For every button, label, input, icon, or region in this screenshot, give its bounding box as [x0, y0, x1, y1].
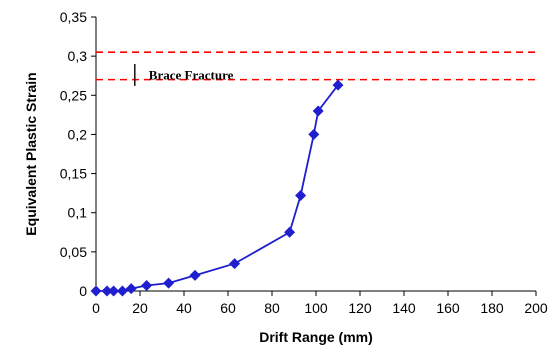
- data-point: [312, 105, 324, 117]
- data-point: [308, 128, 320, 140]
- x-axis-title: Drift Range (mm): [259, 329, 373, 345]
- x-tick-label: 140: [392, 300, 416, 316]
- y-tick-label: 0,05: [60, 244, 87, 260]
- annotation-brace-fracture: Brace Fracture: [149, 68, 234, 83]
- y-tick-label: 0,35: [60, 9, 87, 25]
- data-point: [108, 285, 120, 297]
- data-point: [284, 226, 296, 238]
- x-tick-label: 160: [436, 300, 460, 316]
- data-point: [101, 285, 113, 297]
- x-tick-label: 180: [480, 300, 504, 316]
- data-point: [141, 280, 153, 292]
- y-tick-label: 0,1: [68, 205, 88, 221]
- data-point: [116, 285, 128, 297]
- y-axis-ticks: 0 0,05 0,1 0,15 0,2 0,25 0,3 0,35: [60, 9, 96, 299]
- data-point: [163, 277, 175, 289]
- x-tick-label: 20: [132, 300, 148, 316]
- x-tick-label: 100: [304, 300, 328, 316]
- y-tick-label: 0,25: [60, 87, 87, 103]
- x-tick-label: 60: [220, 300, 236, 316]
- y-tick-label: 0,2: [68, 126, 88, 142]
- y-tick-label: 0,15: [60, 166, 87, 182]
- y-tick-label: 0,3: [68, 48, 88, 64]
- x-axis-ticks: 0 20 40 60 80 100 120 140 160 180 200: [92, 291, 548, 316]
- annotations: Brace Fracture: [134, 63, 234, 86]
- x-tick-label: 0: [92, 300, 100, 316]
- x-tick-label: 80: [264, 300, 280, 316]
- y-tick-label: 0: [79, 283, 87, 299]
- x-tick-label: 120: [348, 300, 372, 316]
- reference-lines: [96, 51, 536, 81]
- data-point: [229, 258, 241, 270]
- series-line: [96, 84, 339, 292]
- data-point: [90, 285, 102, 297]
- data-point: [295, 189, 307, 201]
- y-axis-title: Equivalent Plastic Strain: [23, 72, 39, 235]
- x-tick-label: 40: [176, 300, 192, 316]
- x-tick-label: 200: [524, 300, 548, 316]
- data-point: [125, 283, 137, 295]
- data-point: [332, 79, 344, 91]
- series-group: [90, 79, 344, 297]
- data-point: [189, 269, 201, 281]
